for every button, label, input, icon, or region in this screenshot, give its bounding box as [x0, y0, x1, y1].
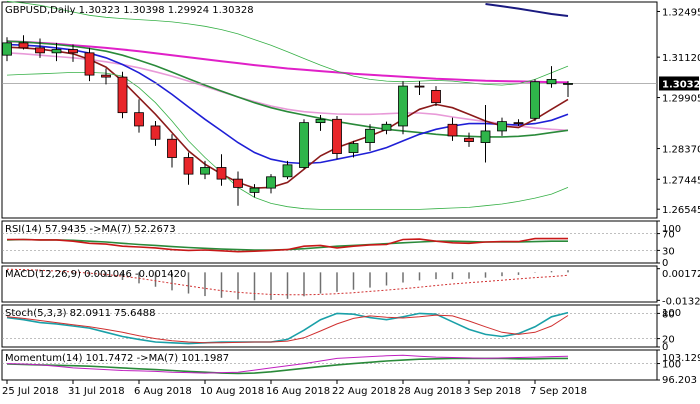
current-price-box: [659, 76, 699, 91]
candle-body: [513, 122, 524, 125]
candle-body: [183, 157, 194, 175]
momentum-tick-label: 96.203: [662, 375, 697, 386]
candle-body: [282, 164, 293, 178]
momentum-label: Momentum(14) 101.7472 ->MA(7) 101.1987: [5, 353, 229, 364]
candle-body: [101, 74, 111, 78]
stoch-tick-label: 0: [662, 342, 668, 353]
candle-body: [431, 89, 441, 104]
price-line-ma_navy-0: [485, 3, 569, 17]
macd-signal-line: [6, 268, 569, 296]
x-tick-label: 6 Aug 2018: [134, 386, 192, 397]
rsi-series-rsi_red: [7, 237, 568, 253]
price-tick-label: 1.29905: [662, 94, 700, 105]
candle-body: [150, 125, 161, 140]
stoch-series-stoch_teal: [6, 311, 569, 345]
candle-body: [200, 167, 210, 175]
price-panel-frame: [1, 1, 658, 219]
rsi-label: RSI(14) 57.9435 ->MA(7) 52.2673: [5, 224, 176, 235]
candle-body: [84, 52, 95, 76]
candle-body: [398, 85, 408, 127]
price-line-ema_green-3: [6, 40, 569, 138]
price-line-band-6: [6, 72, 569, 210]
candle-body: [134, 112, 144, 127]
candle-body: [315, 118, 326, 124]
candle-body: [381, 123, 392, 131]
candle-body: [332, 118, 342, 154]
price-tick-label: 1.28370: [662, 145, 700, 156]
price-tick-label: 1.27445: [662, 175, 700, 186]
x-tick-label: 7 Sep 2018: [530, 386, 587, 397]
candle-body: [480, 130, 491, 143]
candle-body: [68, 49, 78, 54]
stoch-tick-label: 80: [662, 309, 675, 320]
stoch-panel-frame: [1, 304, 658, 348]
stoch-tick-label: 20: [662, 335, 675, 346]
candle-body: [299, 122, 309, 168]
macd-tick-label: -0.013219: [662, 296, 700, 307]
stoch-series-stoch_red: [6, 314, 569, 344]
candle-body: [447, 123, 458, 137]
candle-body: [365, 128, 375, 143]
candle-body: [530, 81, 540, 119]
candle-body: [117, 76, 128, 114]
candle-body: [2, 42, 12, 56]
candle-body: [464, 137, 474, 142]
rsi-tick-label: 30: [662, 246, 675, 257]
candle-body: [546, 79, 557, 85]
x-tick-label: 25 Jul 2018: [2, 386, 59, 397]
macd-tick-label: 0.001725: [662, 269, 700, 280]
candle-body: [167, 138, 177, 158]
macd-label: MACD(12,26,9) 0.001046 -0.001420: [5, 269, 186, 280]
stoch-tick-label: 100: [662, 308, 681, 319]
stoch-label: Stoch(5,3,3) 82.0911 75.6488: [5, 308, 156, 319]
rsi-tick-label: 70: [662, 230, 675, 241]
candle-body: [233, 178, 243, 188]
macd-panel: MACD(12,26,9) 0.001046 -0.001420 0.001725…: [5, 268, 700, 307]
x-tick-label: 3 Sep 2018: [464, 386, 521, 397]
candle-body: [563, 83, 573, 85]
price-tick-label: 1.32495: [662, 7, 700, 18]
price-line-ma_pink-2: [6, 52, 569, 132]
rsi-tick-label: 0: [662, 258, 668, 269]
price-tick-label: 1.26545: [662, 205, 700, 216]
momentum-tick-label: 103.1292: [662, 353, 700, 364]
momentum-panel: Momentum(14) 101.7472 ->MA(7) 101.1987 10…: [2, 349, 700, 386]
x-tick-label: 16 Aug 2018: [266, 386, 330, 397]
price-tick-label: 1.31120: [662, 53, 700, 64]
x-axis: 25 Jul 2018 31 Jul 2018 6 Aug 2018 10 Aug 2…: [2, 380, 587, 397]
candle-body: [266, 176, 276, 189]
x-tick-label: 10 Aug 2018: [200, 386, 264, 397]
rsi-tick-label: 100: [662, 224, 681, 235]
x-tick-label: 31 Jul 2018: [68, 386, 125, 397]
price-line-ma_magenta-1: [6, 40, 569, 84]
candle-body: [348, 143, 359, 153]
candle-body: [249, 187, 260, 193]
macd-panel-frame: [1, 265, 658, 303]
momentum-series-mom_purple: [6, 354, 569, 374]
price-panel: GBPUSD,Daily 1.30323 1.30398 1.29924 1.3…: [2, 0, 700, 216]
candle-body: [414, 85, 425, 88]
x-tick-label: 28 Aug 2018: [398, 386, 462, 397]
momentum-tick-label: 100: [662, 360, 681, 371]
price-header-label: GBPUSD,Daily 1.30323 1.30398 1.29924 1.3…: [5, 5, 254, 16]
x-tick-label: 22 Aug 2018: [332, 386, 396, 397]
candle-body: [35, 47, 45, 54]
price-line-ema_red-5: [6, 46, 569, 189]
candle-body: [51, 49, 62, 54]
candle-body: [18, 42, 29, 49]
candle-body: [216, 167, 227, 180]
current-price-label: 1.30328: [662, 79, 700, 90]
candle-body: [497, 121, 507, 132]
